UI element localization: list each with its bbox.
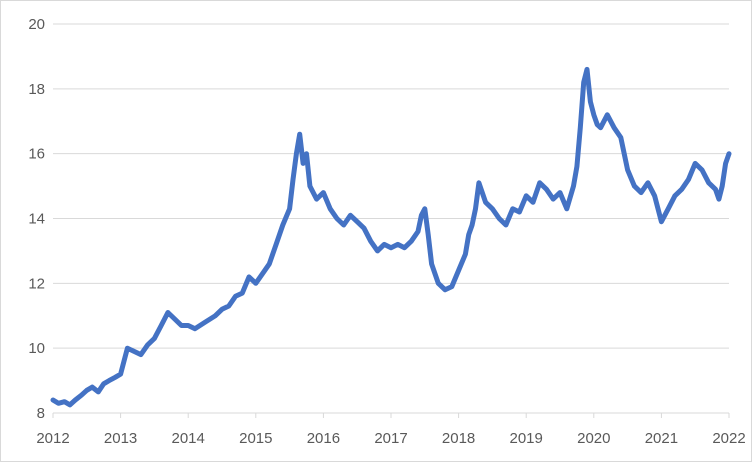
x-tick-label: 2022 <box>712 430 745 447</box>
gridlines <box>52 23 730 418</box>
x-tick-label: 2017 <box>374 430 407 447</box>
x-tick-label: 2013 <box>104 430 137 447</box>
y-tick-label: 12 <box>28 275 45 292</box>
y-tick-label: 10 <box>28 340 45 357</box>
y-tick-label: 14 <box>28 211 45 228</box>
y-tick-label: 8 <box>37 405 45 422</box>
x-tick-label: 2021 <box>645 430 678 447</box>
x-tick-label: 2012 <box>36 430 69 447</box>
x-tick-label: 2015 <box>239 430 272 447</box>
series-layer <box>50 66 732 408</box>
x-tick-label: 2019 <box>510 430 543 447</box>
axis-labels: 8 10 12 14 16 18 20 2012 2013 2014 2015 2016 2017 201… <box>28 16 745 447</box>
x-tick-label: 2018 <box>442 430 475 447</box>
y-tick-label: 20 <box>28 16 45 33</box>
y-tick-label: 18 <box>28 81 45 98</box>
series-line-0 <box>50 66 732 408</box>
x-tick-label: 2016 <box>307 430 340 447</box>
x-tick-label: 2020 <box>577 430 610 447</box>
y-tick-label: 16 <box>28 146 45 163</box>
x-tick-label: 2014 <box>172 430 205 447</box>
